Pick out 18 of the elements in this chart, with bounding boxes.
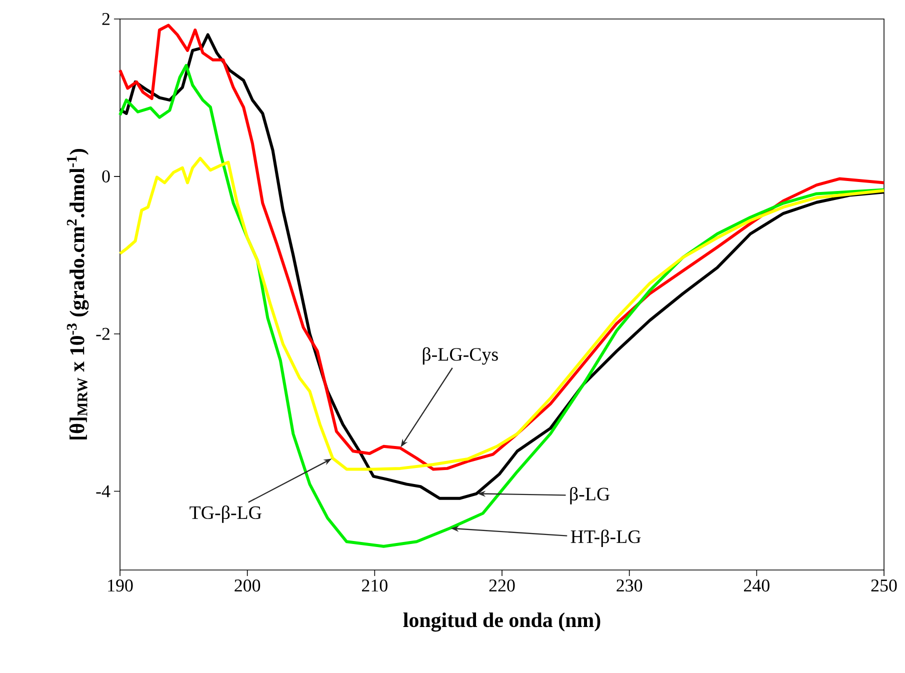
x-tick-label: 230 (616, 580, 642, 592)
y-tick-label: -4 (96, 485, 110, 498)
annotation: β-LG-Cys (422, 347, 498, 365)
y-tick-label: 0 (102, 170, 110, 182)
x-tick-label: 190 (108, 580, 133, 592)
x-tick-label: 220 (489, 580, 515, 592)
annotation: TG-β-LG (190, 506, 262, 523)
x-tick-label: 200 (234, 580, 260, 592)
text: [θ]$_{MRW}$ x 10$^{-3}$ (grado.cm$^{2}$.dmol$^{-1}$) (66, 148, 89, 440)
x-tick-label: 240 (744, 580, 770, 592)
x-axis-title: longitud de onda (nm) (403, 612, 600, 632)
x-tick-label: 250 (871, 580, 897, 592)
x-tick-label: 210 (362, 580, 388, 592)
line-series (118, 64, 886, 548)
annotation: HT-β-LG (570, 530, 641, 547)
y-tick-label: 2 (102, 13, 110, 25)
y-tick-label: -2 (96, 328, 110, 340)
annotation: β-LG (570, 486, 610, 504)
